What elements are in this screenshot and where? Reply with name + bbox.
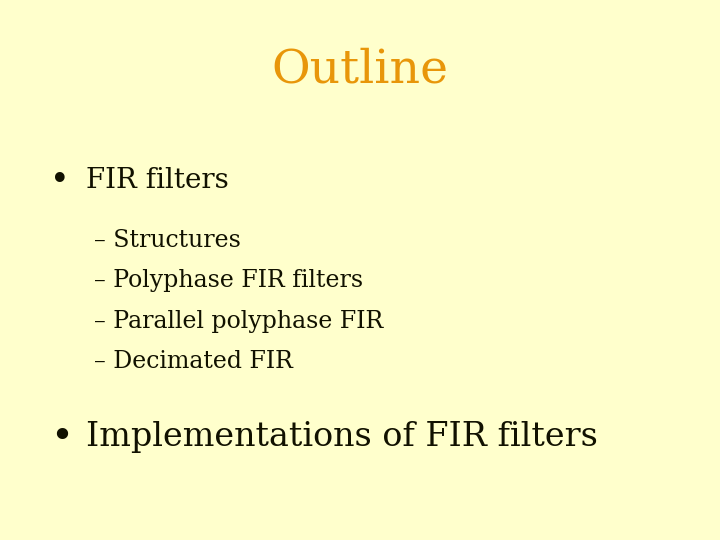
Text: – Parallel polyphase FIR: – Parallel polyphase FIR xyxy=(94,310,383,333)
Text: FIR filters: FIR filters xyxy=(86,167,229,194)
Text: Outline: Outline xyxy=(271,48,449,93)
Text: – Structures: – Structures xyxy=(94,229,240,252)
Text: •: • xyxy=(50,419,73,456)
Text: – Polyphase FIR filters: – Polyphase FIR filters xyxy=(94,269,363,292)
Text: •: • xyxy=(50,165,70,197)
Text: Implementations of FIR filters: Implementations of FIR filters xyxy=(86,421,598,454)
Text: – Decimated FIR: – Decimated FIR xyxy=(94,350,292,373)
